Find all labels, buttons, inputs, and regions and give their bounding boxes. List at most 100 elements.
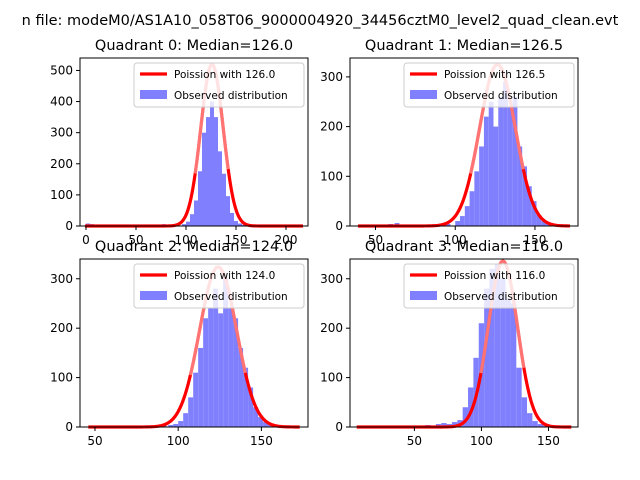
histogram-bar — [238, 347, 244, 427]
histogram-bar — [455, 221, 461, 226]
y-tick-label: 100 — [320, 169, 343, 183]
histogram-bar — [489, 268, 495, 427]
quadrant-3-title: Quadrant 3: Median=116.0 — [365, 239, 563, 255]
y-tick-label: 300 — [50, 126, 73, 140]
figure-suptitle: n file: modeM0/AS1A10_058T06_9000004920_… — [22, 13, 619, 29]
histogram-bar — [218, 151, 222, 226]
histogram-bar — [494, 263, 501, 427]
histogram-bar — [469, 191, 475, 226]
y-tick-label: 100 — [50, 188, 73, 202]
histogram-bar — [194, 200, 198, 226]
x-tick-label: 100 — [175, 233, 198, 247]
legend-box — [403, 263, 575, 309]
histogram-bar — [178, 421, 184, 427]
histogram-bar — [210, 101, 214, 226]
x-tick-label: 50 — [87, 434, 102, 448]
histogram-bar — [441, 423, 447, 427]
axes-frame — [349, 57, 579, 227]
histogram-bar — [531, 201, 537, 226]
histogram-bar — [182, 224, 186, 226]
x-tick-label: 150 — [537, 434, 560, 448]
axes-frame — [349, 258, 579, 428]
histogram-bar — [510, 303, 517, 427]
histogram-bar — [218, 313, 224, 427]
histogram-bar — [248, 387, 254, 427]
legend-patch-swatch — [410, 90, 437, 99]
histogram-bar — [208, 308, 214, 427]
histogram-bar — [183, 413, 189, 427]
histogram-bar — [198, 347, 204, 427]
legend-patch-swatch — [140, 90, 167, 99]
quadrant-2-axes: 50 100 150 0 100 200 300 — [50, 258, 309, 448]
histogram-bar — [222, 173, 226, 226]
legend-patch-swatch — [140, 291, 167, 300]
y-tick-label: 0 — [65, 219, 73, 233]
legend-entry-observed: Observed distribution — [444, 90, 558, 102]
x-tick-label: 100 — [167, 434, 190, 448]
y-tick-label: 300 — [320, 272, 343, 286]
quadrant-3-legend: Poission with 116.0 Observed distribution — [403, 263, 575, 309]
histogram-bar — [468, 387, 474, 427]
histogram-bar — [168, 425, 174, 427]
histogram-bar — [462, 407, 469, 427]
quadrant-3-axes: 50 100 150 0 100 200 300 — [320, 258, 579, 448]
y-tick-label: 200 — [50, 321, 73, 335]
x-tick-label: 100 — [470, 434, 493, 448]
x-tick-label: 150 — [250, 434, 273, 448]
histogram-bar — [507, 106, 513, 226]
quadrant-1-title: Quadrant 1: Median=126.5 — [365, 38, 563, 54]
legend-patch-swatch — [410, 291, 437, 300]
histogram-bar — [526, 186, 532, 226]
histogram-bar — [505, 298, 511, 427]
quadrant-2-title: Quadrant 2: Median=124.0 — [95, 239, 293, 255]
histogram-bar — [186, 221, 190, 226]
legend-entry-poisson: Poission with 126.0 — [174, 69, 275, 81]
histogram-bar — [474, 171, 480, 226]
quadrant-0-legend: Poission with 126.0 Observed distribution — [133, 62, 305, 108]
histogram-bar — [223, 278, 229, 427]
histogram-bar — [213, 288, 219, 427]
x-tick-label: 50 — [128, 233, 143, 247]
y-tick-label: 0 — [65, 420, 73, 434]
histogram-bar — [203, 318, 209, 427]
histogram-bar — [536, 215, 542, 226]
histogram-bar — [516, 367, 522, 427]
histogram-bar — [234, 221, 238, 226]
histogram-bar — [527, 413, 533, 427]
x-tick-label: 50 — [368, 233, 383, 247]
histogram-bar — [512, 96, 518, 227]
histogram-bar — [488, 101, 494, 226]
histogram-bar — [484, 288, 490, 427]
histogram-bar — [464, 206, 470, 226]
histogram-bar — [532, 421, 538, 427]
histogram-bar — [253, 407, 259, 427]
histogram-bar — [258, 417, 264, 427]
y-tick-label: 0 — [335, 420, 343, 434]
quadrant-1-legend: Poission with 126.5 Observed distribution — [403, 62, 575, 108]
x-tick-label: 100 — [444, 233, 467, 247]
y-tick-label: 200 — [320, 321, 343, 335]
histogram-bar — [479, 146, 484, 226]
quadrant-1-axes: 50 100 150 0 100 200 300 — [320, 57, 579, 247]
y-tick-label: 300 — [50, 272, 73, 286]
y-tick-label: 200 — [320, 120, 343, 134]
histogram-bar — [230, 212, 234, 226]
histogram-bar — [483, 116, 489, 226]
histogram-bar — [214, 117, 218, 226]
legend-entry-observed: Observed distribution — [174, 291, 288, 303]
histogram-bar — [537, 424, 544, 427]
axes-frame — [79, 258, 309, 428]
histogram-bar — [451, 422, 458, 427]
quadrant-0-axes: 0 50 100 150 200 0 100 200 300 400 500 — [50, 57, 309, 247]
histogram-bar — [188, 397, 194, 427]
histogram-bar — [242, 224, 246, 226]
legend-box — [403, 62, 575, 108]
x-tick-label: 0 — [82, 233, 90, 247]
axes-frame — [79, 57, 309, 227]
y-tick-label: 400 — [50, 95, 73, 109]
histogram-bar — [202, 132, 206, 226]
y-tick-label: 200 — [50, 157, 73, 171]
legend-entry-poisson: Poission with 126.5 — [444, 69, 545, 81]
legend-box — [133, 263, 305, 309]
